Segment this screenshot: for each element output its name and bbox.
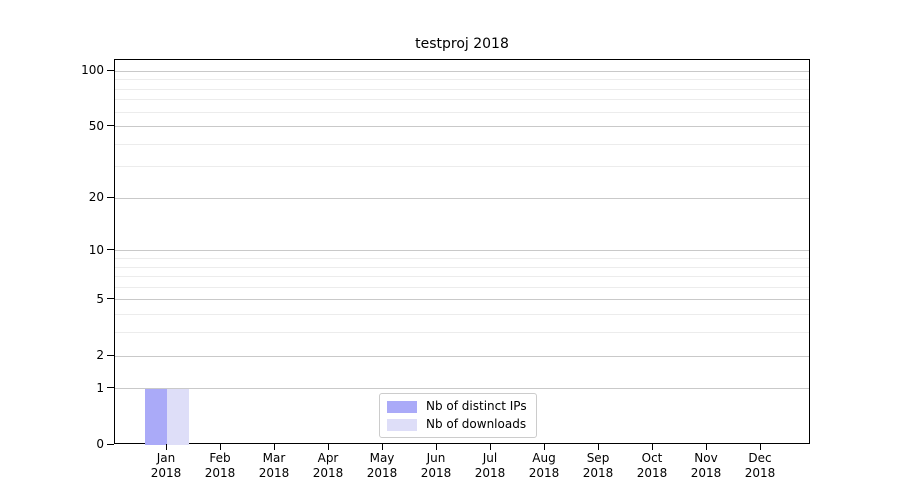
x-tick-year: 2018 (312, 466, 344, 480)
x-tick-mark (435, 444, 437, 450)
y-tick-label: 0 (96, 437, 104, 451)
gridline-minor (115, 286, 809, 288)
y-tick-label: 10 (88, 242, 104, 257)
gridline-minor (115, 332, 809, 334)
x-tick-label: Feb 2018 (192, 451, 248, 481)
y-tick-mark (107, 443, 114, 445)
x-tick-year: 2018 (150, 466, 182, 480)
gridline-major (115, 70, 809, 72)
x-tick-month: Nov (694, 451, 718, 465)
x-tick-month: Feb (209, 451, 231, 465)
gridline-minor (115, 257, 809, 259)
x-tick-mark (327, 444, 329, 450)
x-tick-month: May (369, 451, 395, 465)
x-tick-month: Mar (262, 451, 286, 465)
y-tick-label: 50 (88, 118, 104, 133)
x-tick-month: Jun (426, 451, 446, 465)
x-tick-year: 2018 (528, 466, 560, 480)
x-tick-label: Oct 2018 (624, 451, 680, 481)
legend-label: Nb of distinct IPs (426, 399, 527, 413)
y-tick-mark (107, 196, 114, 198)
bar-nb-of-downloads (167, 388, 189, 445)
x-tick-year: 2018 (690, 466, 722, 480)
x-tick-year: 2018 (204, 466, 236, 480)
x-tick-year: 2018 (366, 466, 398, 480)
x-tick-label: Jul 2018 (462, 451, 518, 481)
gridline-major (115, 388, 809, 390)
gridline-major (115, 197, 809, 199)
x-tick-label: Mar 2018 (246, 451, 302, 481)
gridline-minor (115, 88, 809, 90)
legend-row: Nb of downloads (387, 417, 527, 432)
x-tick-mark (165, 444, 167, 450)
x-tick-year: 2018 (636, 466, 668, 480)
legend-swatch-nb-of-distinct-ips (387, 400, 417, 413)
x-tick-mark (489, 444, 491, 450)
x-tick-month: Apr (317, 451, 339, 465)
gridline-minor (115, 111, 809, 113)
x-tick-month: Jul (482, 451, 498, 465)
x-tick-label: Aug 2018 (516, 451, 572, 481)
x-tick-label: Apr 2018 (300, 451, 356, 481)
x-tick-label: Nov 2018 (678, 451, 734, 481)
x-tick-mark (651, 444, 653, 450)
x-tick-label: Jun 2018 (408, 451, 464, 481)
x-tick-month: Sep (586, 451, 610, 465)
x-tick-month: Jan (156, 451, 176, 465)
gridline-minor (115, 166, 809, 168)
x-tick-label: Dec 2018 (732, 451, 788, 481)
x-tick-mark (597, 444, 599, 450)
x-tick-year: 2018 (474, 466, 506, 480)
x-tick-month: Oct (641, 451, 663, 465)
bar-nb-of-distinct-ips (145, 388, 167, 445)
legend-label: Nb of downloads (426, 417, 527, 431)
y-tick-label: 1 (96, 380, 104, 395)
y-tick-mark (107, 249, 114, 251)
x-tick-label: Sep 2018 (570, 451, 626, 481)
legend-row: Nb of distinct IPs (387, 399, 527, 414)
y-tick-label: 100 (81, 63, 104, 78)
y-tick-mark (107, 387, 114, 389)
x-tick-year: 2018 (420, 466, 452, 480)
x-tick-label: May 2018 (354, 451, 410, 481)
gridline-major (115, 299, 809, 301)
plot-area: Nb of distinct IPs Nb of downloads (114, 59, 810, 445)
x-tick-mark (705, 444, 707, 450)
x-tick-year: 2018 (258, 466, 290, 480)
gridline-minor (115, 266, 809, 268)
x-tick-mark (759, 444, 761, 450)
x-tick-mark (219, 444, 221, 450)
x-tick-month: Dec (748, 451, 772, 465)
gridline-minor (115, 276, 809, 278)
y-tick-mark (107, 125, 114, 127)
y-tick-mark (107, 354, 114, 356)
y-tick-mark (107, 69, 114, 71)
gridline-major (115, 355, 809, 357)
x-tick-year: 2018 (582, 466, 614, 480)
x-tick-label: Jan 2018 (138, 451, 194, 481)
x-tick-year: 2018 (744, 466, 776, 480)
gridline-minor (115, 79, 809, 81)
gridline-minor (115, 314, 809, 316)
x-tick-mark (273, 444, 275, 450)
legend: Nb of distinct IPs Nb of downloads (379, 393, 537, 438)
y-tick-label: 5 (96, 291, 104, 306)
y-tick-label: 2 (96, 348, 104, 362)
x-tick-mark (543, 444, 545, 450)
gridline-minor (115, 99, 809, 101)
legend-swatch-nb-of-downloads (387, 418, 417, 431)
gridline-major (115, 126, 809, 128)
chart-title: testproj 2018 (415, 36, 509, 52)
gridline-minor (115, 143, 809, 145)
y-tick-mark (107, 298, 114, 300)
y-tick-label: 20 (88, 190, 104, 205)
x-tick-mark (381, 444, 383, 450)
x-tick-month: Aug (532, 451, 556, 465)
gridline-major (115, 250, 809, 252)
